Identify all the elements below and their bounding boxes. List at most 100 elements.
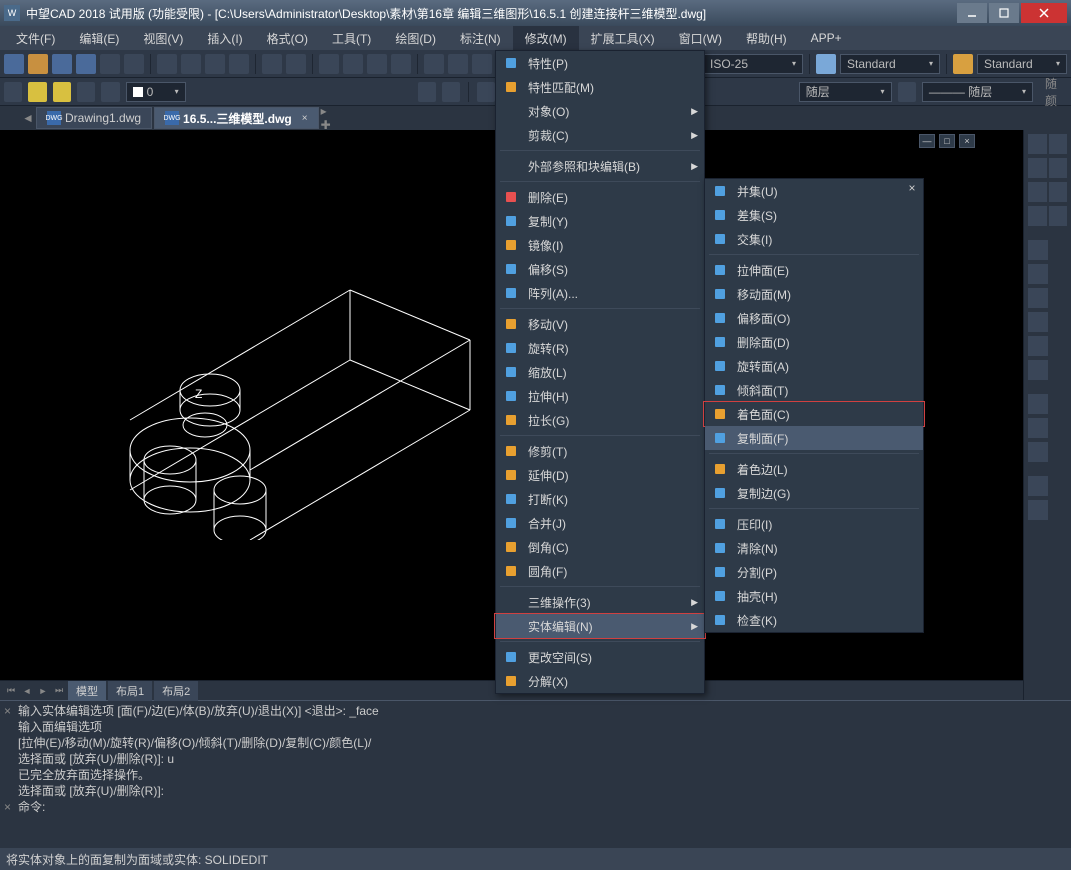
- menu-tools[interactable]: 工具(T): [320, 26, 383, 50]
- rt-rotate[interactable]: [1028, 264, 1048, 284]
- layer-mgr-icon[interactable]: [4, 82, 22, 102]
- modify-item-16[interactable]: 拉伸(H): [496, 384, 704, 408]
- modify-item-11[interactable]: 阵列(A)...: [496, 281, 704, 305]
- undo-icon[interactable]: [262, 54, 282, 74]
- layer-state-icon[interactable]: [28, 82, 46, 102]
- copy-icon[interactable]: [181, 54, 201, 74]
- modify-item-23[interactable]: 倒角(C): [496, 535, 704, 559]
- modify-item-30[interactable]: 分解(X): [496, 669, 704, 693]
- modify-item-7[interactable]: 删除(E): [496, 185, 704, 209]
- menu-file[interactable]: 文件(F): [4, 26, 67, 50]
- rt-8[interactable]: [1049, 206, 1068, 226]
- solidedit-item-1[interactable]: 差集(S): [705, 203, 923, 227]
- minimize-button[interactable]: [957, 3, 987, 23]
- solidedit-item-5[interactable]: 移动面(M): [705, 282, 923, 306]
- rt-text[interactable]: [1028, 500, 1048, 520]
- doc-tab-2[interactable]: DWG 16.5...三维模型.dwg ×: [154, 107, 319, 129]
- solidedit-item-17[interactable]: 清除(N): [705, 536, 923, 560]
- calc-icon[interactable]: [448, 54, 468, 74]
- layer-on-icon[interactable]: [53, 82, 71, 102]
- close-button[interactable]: [1021, 3, 1067, 23]
- solidedit-item-7[interactable]: 删除面(D): [705, 330, 923, 354]
- textstyle-icon[interactable]: [816, 54, 836, 74]
- modify-item-10[interactable]: 偏移(S): [496, 257, 704, 281]
- lineweight-icon[interactable]: [898, 82, 916, 102]
- modify-item-17[interactable]: 拉长(G): [496, 408, 704, 432]
- solidedit-item-20[interactable]: 检查(K): [705, 608, 923, 632]
- vp-max-icon[interactable]: □: [939, 134, 955, 148]
- rt-2[interactable]: [1049, 134, 1068, 154]
- layout-next[interactable]: ►: [36, 686, 50, 696]
- textstyle-combo[interactable]: Standard▾: [840, 54, 940, 74]
- solidedit-item-18[interactable]: 分割(P): [705, 560, 923, 584]
- layer-prev-icon[interactable]: [418, 82, 436, 102]
- solidedit-item-13[interactable]: 着色边(L): [705, 457, 923, 481]
- layer-lock-icon[interactable]: [101, 82, 119, 102]
- tab-close-icon[interactable]: ×: [302, 113, 308, 124]
- rt-6[interactable]: [1049, 182, 1068, 202]
- solidedit-item-8[interactable]: 旋转面(A): [705, 354, 923, 378]
- menu-insert[interactable]: 插入(I): [195, 26, 254, 50]
- menu-format[interactable]: 格式(O): [255, 26, 320, 50]
- modify-item-2[interactable]: 对象(O)▶: [496, 99, 704, 123]
- rt-rect[interactable]: [1028, 394, 1048, 414]
- modify-item-22[interactable]: 合并(J): [496, 511, 704, 535]
- layout-2[interactable]: 布局2: [154, 681, 198, 701]
- rt-extend[interactable]: [1028, 360, 1048, 380]
- open-icon[interactable]: [28, 54, 48, 74]
- menu-modify[interactable]: 修改(M): [513, 26, 579, 50]
- solidedit-item-2[interactable]: 交集(I): [705, 227, 923, 251]
- menu-help[interactable]: 帮助(H): [734, 26, 799, 50]
- dist-icon[interactable]: [472, 54, 492, 74]
- save-icon[interactable]: [52, 54, 72, 74]
- rt-move[interactable]: [1028, 240, 1048, 260]
- modify-item-29[interactable]: 更改空间(S): [496, 645, 704, 669]
- rt-arc[interactable]: [1028, 442, 1048, 462]
- color-icon[interactable]: [477, 82, 495, 102]
- modify-item-20[interactable]: 延伸(D): [496, 463, 704, 487]
- modify-item-21[interactable]: 打断(K): [496, 487, 704, 511]
- rt-3[interactable]: [1028, 158, 1047, 178]
- cut-icon[interactable]: [157, 54, 177, 74]
- modify-item-14[interactable]: 旋转(R): [496, 336, 704, 360]
- saveas-icon[interactable]: [76, 54, 96, 74]
- rt-scale[interactable]: [1028, 288, 1048, 308]
- menu-draw[interactable]: 绘图(D): [383, 26, 448, 50]
- tablestyle-combo[interactable]: Standard▾: [977, 54, 1067, 74]
- vp-min-icon[interactable]: —: [919, 134, 935, 148]
- menu-extend-tools[interactable]: 扩展工具(X): [579, 26, 667, 50]
- plot-icon[interactable]: [124, 54, 144, 74]
- rt-circle[interactable]: [1028, 418, 1048, 438]
- tablestyle-icon[interactable]: [953, 54, 973, 74]
- modify-item-26[interactable]: 三维操作(3)▶: [496, 590, 704, 614]
- modify-item-27[interactable]: 实体编辑(N)▶: [496, 614, 704, 638]
- solidedit-item-4[interactable]: 拉伸面(E): [705, 258, 923, 282]
- menu-edit[interactable]: 编辑(E): [67, 26, 131, 50]
- modify-item-24[interactable]: 圆角(F): [496, 559, 704, 583]
- rt-5[interactable]: [1028, 182, 1047, 202]
- layout-model[interactable]: 模型: [68, 681, 106, 701]
- lineweight-combo[interactable]: ——— 随层▾: [922, 82, 1033, 102]
- new-icon[interactable]: [4, 54, 24, 74]
- modify-item-1[interactable]: 特性匹配(M): [496, 75, 704, 99]
- linetype-combo[interactable]: 随层▾: [799, 82, 892, 102]
- paste-icon[interactable]: [205, 54, 225, 74]
- cmd-close-icon[interactable]: ×: [4, 703, 18, 719]
- modify-item-5[interactable]: 外部参照和块编辑(B)▶: [496, 154, 704, 178]
- menu-app[interactable]: APP+: [799, 26, 854, 50]
- tab-add[interactable]: ▸ ✚: [321, 104, 337, 132]
- solidedit-item-19[interactable]: 抽壳(H): [705, 584, 923, 608]
- layout-last[interactable]: ⏭: [52, 685, 66, 696]
- rt-7[interactable]: [1028, 206, 1047, 226]
- command-window[interactable]: ×输入实体编辑选项 [面(F)/边(E)/体(B)/放弃(U)/退出(X)] <…: [0, 700, 1071, 848]
- solidedit-item-6[interactable]: 偏移面(O): [705, 306, 923, 330]
- solidedit-item-14[interactable]: 复制边(G): [705, 481, 923, 505]
- menu-view[interactable]: 视图(V): [131, 26, 195, 50]
- modify-item-15[interactable]: 缩放(L): [496, 360, 704, 384]
- layout-prev[interactable]: ◄: [20, 686, 34, 696]
- props-icon[interactable]: [424, 54, 444, 74]
- doc-tab-1[interactable]: DWG Drawing1.dwg: [36, 107, 152, 129]
- menu-window[interactable]: 窗口(W): [667, 26, 734, 50]
- layout-first[interactable]: ⏮: [4, 685, 18, 696]
- solidedit-item-9[interactable]: 倾斜面(T): [705, 378, 923, 402]
